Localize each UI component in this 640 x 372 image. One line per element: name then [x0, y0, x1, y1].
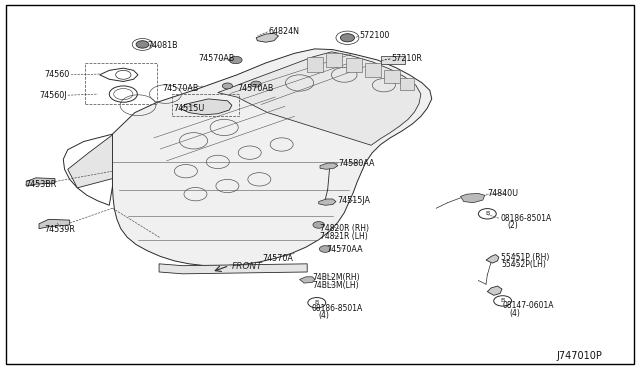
Text: (4): (4) — [318, 311, 329, 320]
Circle shape — [136, 41, 149, 48]
Text: 08147-0601A: 08147-0601A — [502, 301, 554, 310]
Polygon shape — [461, 193, 484, 203]
Text: 64824N: 64824N — [269, 26, 300, 36]
Polygon shape — [26, 178, 55, 186]
Text: 74820R (RH): 74820R (RH) — [320, 224, 369, 233]
Text: 74580AA: 74580AA — [338, 158, 374, 167]
Text: 74539R: 74539R — [44, 225, 75, 234]
Text: B: B — [315, 300, 319, 305]
Polygon shape — [68, 135, 113, 188]
Text: 57210R: 57210R — [392, 54, 422, 62]
Bar — [381, 55, 405, 64]
Text: 74840U: 74840U — [487, 189, 518, 198]
Bar — [307, 57, 323, 72]
Circle shape — [340, 34, 355, 42]
Text: (2): (2) — [507, 221, 518, 230]
Polygon shape — [319, 199, 336, 205]
Polygon shape — [256, 33, 278, 42]
Text: 55451P (RH): 55451P (RH) — [501, 253, 550, 262]
Text: 74570A: 74570A — [262, 254, 293, 263]
Polygon shape — [300, 277, 315, 283]
Text: FRONT: FRONT — [232, 262, 262, 271]
Text: 74821R (LH): 74821R (LH) — [320, 232, 368, 241]
Text: 74560J: 74560J — [39, 91, 67, 100]
Text: 74570AA: 74570AA — [326, 244, 363, 253]
Text: B: B — [500, 298, 505, 304]
Circle shape — [222, 83, 232, 89]
Text: 7453BR: 7453BR — [25, 180, 56, 189]
Bar — [365, 62, 381, 77]
Text: 08186-8501A: 08186-8501A — [500, 214, 551, 223]
Polygon shape — [218, 52, 421, 145]
Polygon shape — [159, 264, 307, 274]
Circle shape — [229, 56, 242, 64]
Text: 74BL3M(LH): 74BL3M(LH) — [312, 281, 359, 290]
Polygon shape — [180, 99, 232, 115]
Circle shape — [251, 81, 261, 87]
Polygon shape — [487, 286, 502, 295]
Text: J747010P: J747010P — [556, 352, 602, 362]
Text: 74570AB: 74570AB — [198, 54, 235, 63]
Polygon shape — [486, 254, 499, 263]
Text: 08186-8501A: 08186-8501A — [311, 304, 362, 313]
Text: 74570AB: 74570AB — [237, 84, 273, 93]
Bar — [346, 58, 362, 72]
Text: 572100: 572100 — [360, 31, 390, 41]
Text: B: B — [485, 211, 490, 216]
Text: (4): (4) — [509, 309, 520, 318]
Polygon shape — [320, 163, 338, 169]
Polygon shape — [113, 49, 432, 266]
Bar — [172, 94, 239, 116]
Bar — [384, 70, 400, 83]
Text: 55452P(LH): 55452P(LH) — [501, 260, 547, 269]
Circle shape — [313, 222, 324, 228]
Text: 74560: 74560 — [44, 70, 69, 79]
Text: 74515JA: 74515JA — [337, 196, 371, 205]
Bar — [85, 63, 157, 104]
Text: 74515U: 74515U — [173, 105, 205, 113]
Bar — [400, 78, 414, 90]
Circle shape — [319, 246, 331, 252]
Text: 74BL2M(RH): 74BL2M(RH) — [312, 273, 360, 282]
Text: 74081B: 74081B — [148, 41, 178, 51]
Polygon shape — [39, 219, 70, 229]
Bar — [326, 52, 342, 67]
Text: 74570AB: 74570AB — [163, 84, 198, 93]
